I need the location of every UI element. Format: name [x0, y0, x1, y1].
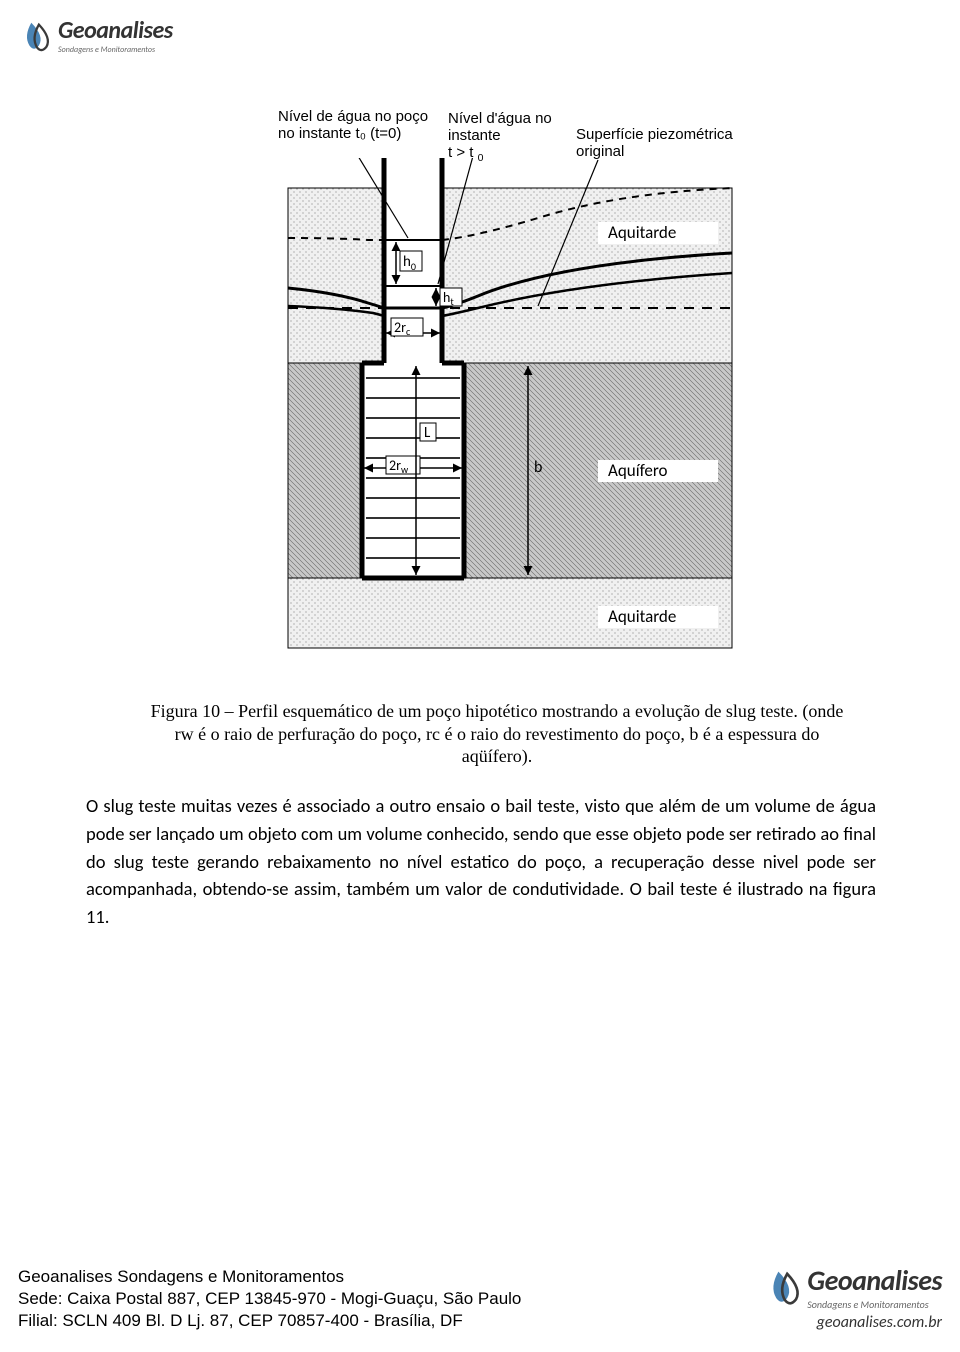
diagram-svg: h0 ht 2rc 2rw L b Aquitarde Aquíf [278, 158, 742, 660]
aquitarde-bottom-label: Aquitarde [608, 606, 676, 627]
footer-brand-name: Geoanalises [807, 1263, 942, 1298]
header-logo: Geoanalises Sondagens e Monitoramentos [18, 16, 173, 55]
page-footer: Geoanalises Sondagens e Monitoramentos S… [18, 1263, 942, 1332]
drop-icon [18, 17, 56, 55]
aquifero-label: Aquífero [608, 460, 667, 481]
footer-address: Geoanalises Sondagens e Monitoramentos S… [18, 1266, 521, 1332]
aquitarde-top-label: Aquitarde [608, 222, 676, 243]
brand-tagline: Sondagens e Monitoramentos [58, 45, 173, 55]
brand-name: Geoanalises [58, 16, 173, 45]
label-t0: Nível de água no poço no instante t₀ (t=… [278, 108, 443, 142]
footer-logo: Geoanalises Sondagens e Monitoramentos g… [763, 1263, 942, 1332]
figure-caption: Figura 10 – Perfil esquemático de um poç… [102, 700, 892, 768]
body-paragraph: O slug teste muitas vezes é associado a … [86, 792, 876, 931]
drop-icon [763, 1265, 807, 1309]
footer-url: geoanalises.com.br [817, 1313, 942, 1332]
label-surface: Superfície piezométrica original [576, 126, 746, 160]
footer-brand-tagline: Sondagens e Monitoramentos [807, 1298, 942, 1311]
b-label: b [534, 458, 542, 477]
L-label: L [424, 424, 431, 442]
well-diagram: Nível de água no poço no instante t₀ (t=… [278, 100, 742, 660]
